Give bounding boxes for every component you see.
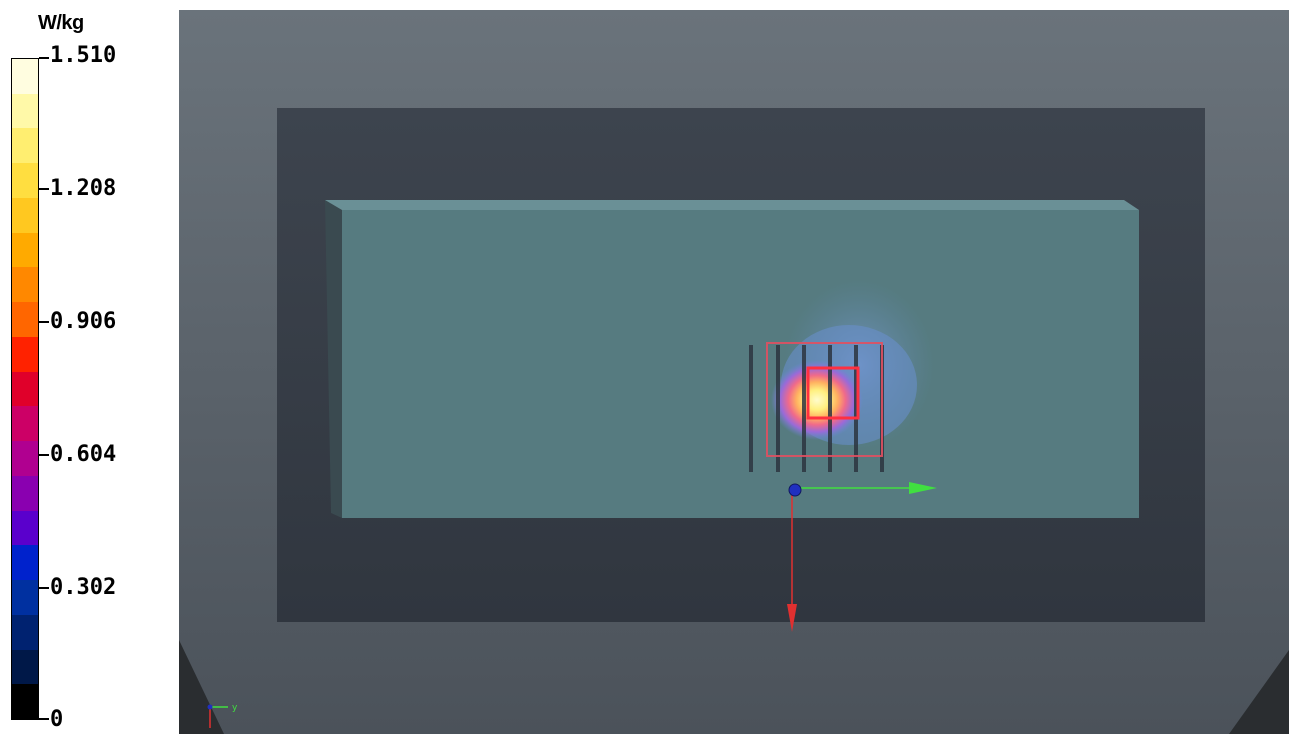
- zoom-scan-box: [806, 366, 860, 420]
- tick-mark-1: [39, 57, 49, 59]
- tick-mark-2: [39, 188, 49, 190]
- 3d-viewport[interactable]: y: [179, 10, 1289, 734]
- colorbar-band: [12, 684, 38, 720]
- sar-hotspot: [771, 360, 863, 440]
- colorbar-band: [12, 232, 38, 268]
- tick-label-min: 0: [50, 707, 64, 732]
- tick-label-5: 0.302: [50, 575, 117, 600]
- colorbar-band: [12, 197, 38, 234]
- colorbar-band: [12, 371, 38, 407]
- colorbar-band: [12, 510, 38, 546]
- colorbar-band: [12, 475, 38, 512]
- colorbar-band: [12, 59, 38, 95]
- mini-axis-y-label: y: [232, 703, 238, 713]
- tick-label-3: 0.906: [50, 309, 117, 334]
- tick-mark-4: [39, 454, 49, 456]
- colorbar-band: [12, 614, 38, 651]
- colorbar-band: [12, 267, 38, 303]
- area-scan-box: [766, 342, 883, 457]
- legend-unit-label: W/kg: [38, 12, 84, 34]
- colorbar-band: [12, 93, 38, 129]
- colorbar-band: [12, 302, 38, 338]
- sar-colorbar-legend: W/kg 1.510 1.208 0.906 0.604 0.302 0: [0, 0, 175, 734]
- colorbar-band: [12, 649, 38, 685]
- chamber-right-corner: [1229, 650, 1289, 734]
- colorbar-band: [12, 406, 38, 442]
- phantom-top-edge: [325, 200, 1139, 210]
- tick-mark-3: [39, 321, 49, 323]
- tick-label-4: 0.604: [50, 442, 117, 467]
- chamber-left-corner: [179, 640, 224, 734]
- colorbar-band: [12, 441, 38, 477]
- tick-label-max: 1.510: [50, 43, 117, 68]
- tick-mark-6: [39, 718, 49, 720]
- colorbar-band: [12, 545, 38, 581]
- colorbar-band: [12, 580, 38, 616]
- tick-label-2: 1.208: [50, 176, 117, 201]
- colorbar-band: [12, 336, 38, 373]
- mini-axis-triad: y: [207, 703, 238, 728]
- tick-mark-5: [39, 587, 49, 589]
- colorbar-gradient: [11, 58, 39, 720]
- colorbar-band: [12, 163, 38, 199]
- axis-x-arrow: [787, 604, 797, 632]
- phantom-surface: [342, 210, 1139, 518]
- axis-y-arrow: [909, 482, 937, 494]
- phantom-left-edge: [325, 200, 342, 518]
- axis-origin: [788, 483, 802, 497]
- colorbar-band: [12, 128, 38, 164]
